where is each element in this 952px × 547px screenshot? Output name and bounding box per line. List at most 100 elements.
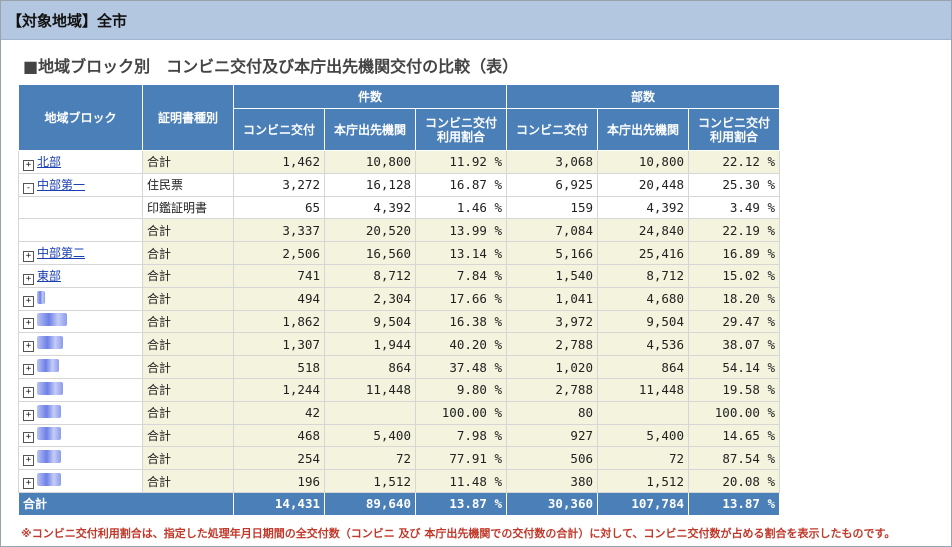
office-copies-cell: 4,680: [597, 286, 689, 311]
office-count-cell: 1,512: [324, 469, 416, 493]
table-row: + 中部第二 合計 2,506 16,560 13.14 % 5,166 25,416 16.8…: [18, 241, 780, 265]
office-count-cell: 8,712: [324, 263, 416, 288]
expand-icon[interactable]: +: [23, 159, 34, 171]
table-row: + 東部 合計 741 8,712 7.84 % 1,540 8,712 15.02 %: [18, 263, 780, 288]
group-header-copies: 部数: [506, 84, 780, 109]
section-title: ■地域ブロック別 コンビニ交付及び本庁出先機関交付の比較（表）: [23, 57, 519, 76]
office-copies-cell: [597, 400, 689, 425]
expand-icon[interactable]: +: [23, 409, 34, 421]
office-count-cell: 864: [324, 355, 416, 379]
certificate-type-cell: 合計: [142, 241, 234, 265]
region-link[interactable]: [37, 450, 61, 464]
expand-icon[interactable]: +: [23, 273, 34, 285]
conv-copies-cell: 3,068: [506, 150, 598, 174]
office-count-cell: 1,944: [324, 332, 416, 357]
region-link[interactable]: [37, 359, 59, 373]
office-copies-cell: 72: [597, 446, 689, 471]
expand-icon[interactable]: +: [23, 341, 34, 353]
rate-count-cell: 16.38 %: [415, 309, 507, 334]
table-row: + 合計 518 864 37.48 % 1,020 864 54.14 %: [18, 355, 780, 379]
collapse-icon[interactable]: -: [23, 182, 34, 194]
office-copies-cell: 9,504: [597, 309, 689, 334]
table-row: 印鑑証明書 65 4,392 1.46 % 159 4,392 3.49 %: [18, 195, 780, 220]
office-copies-cell: 24,840: [597, 218, 689, 243]
total-office-count: 89,640: [324, 491, 416, 516]
region-link[interactable]: [37, 313, 67, 327]
conv-copies-cell: 7,084: [506, 218, 598, 243]
office-count-cell: 11,448: [324, 377, 416, 402]
expand-icon[interactable]: +: [23, 318, 34, 330]
office-copies-cell: 864: [597, 355, 689, 379]
rate-count-cell: 7.84 %: [415, 263, 507, 288]
conv-count-cell: 254: [233, 446, 325, 471]
page-title: 【対象地域】全市: [7, 11, 128, 30]
rate-copies-cell: 3.49 %: [688, 195, 780, 220]
rate-copies-cell: 15.02 %: [688, 263, 780, 288]
conv-count-cell: 3,337: [233, 218, 325, 243]
rate-count-cell: 13.14 %: [415, 241, 507, 265]
table-row: 合計 3,337 20,520 13.99 % 7,084 24,840 22.19 %: [18, 218, 780, 243]
expand-icon[interactable]: +: [23, 432, 34, 444]
region-link[interactable]: [37, 290, 45, 305]
office-count-cell: [324, 400, 416, 425]
total-rate-count: 13.87 %: [415, 491, 507, 516]
conv-count-cell: 518: [233, 355, 325, 379]
region-link[interactable]: 中部第二: [37, 246, 86, 261]
total-label: 合計: [18, 491, 234, 516]
certificate-type-cell: 合計: [142, 355, 234, 379]
col-header-office-count: 本庁出先機関: [324, 108, 416, 151]
table-row: + 合計 196 1,512 11.48 % 380 1,512 20.08 %: [18, 469, 780, 493]
certificate-type-cell: 印鑑証明書: [142, 195, 234, 220]
col-header-conv-count: コンビニ交付: [233, 108, 325, 151]
expand-icon[interactable]: +: [23, 364, 34, 376]
certificate-type-cell: 合計: [142, 263, 234, 288]
redacted-region-name: [37, 381, 63, 395]
expand-icon[interactable]: +: [23, 455, 34, 467]
region-link[interactable]: [37, 381, 63, 396]
region-cell: [18, 195, 143, 220]
region-link[interactable]: [37, 404, 61, 419]
conv-count-cell: 2,506: [233, 241, 325, 265]
rate-count-cell: 77.91 %: [415, 446, 507, 471]
total-rate-copies: 13.87 %: [688, 491, 780, 516]
rate-count-cell: 40.20 %: [415, 332, 507, 357]
expand-icon[interactable]: +: [23, 251, 34, 263]
region-link[interactable]: 中部第一: [37, 177, 86, 192]
rate-copies-cell: 87.54 %: [688, 446, 780, 471]
total-conv-copies: 30,360: [506, 491, 598, 516]
conv-copies-cell: 159: [506, 195, 598, 220]
rate-count-cell: 13.99 %: [415, 218, 507, 243]
region-link[interactable]: 北部: [37, 154, 62, 169]
rate-copies-cell: 29.47 %: [688, 309, 780, 334]
region-cell: + 北部: [18, 150, 143, 174]
expand-icon[interactable]: +: [23, 295, 34, 307]
certificate-type-cell: 合計: [142, 469, 234, 493]
rate-count-cell: 100.00 %: [415, 400, 507, 425]
col-header-conv-copies: コンビニ交付: [506, 108, 598, 151]
office-count-cell: 72: [324, 446, 416, 471]
table-row: + 合計 1,307 1,944 40.20 % 2,788 4,536 38.07 %: [18, 332, 780, 357]
redacted-region-name: [37, 336, 63, 350]
expand-icon[interactable]: +: [23, 478, 34, 490]
rate-copies-cell: 20.08 %: [688, 469, 780, 493]
office-count-cell: 16,560: [324, 241, 416, 265]
rate-count-cell: 11.92 %: [415, 150, 507, 174]
expand-icon[interactable]: +: [23, 386, 34, 398]
region-link[interactable]: [37, 336, 63, 350]
conv-copies-cell: 6,925: [506, 172, 598, 197]
conv-copies-cell: 5,166: [506, 241, 598, 265]
conv-count-cell: 42: [233, 400, 325, 425]
rate-copies-cell: 22.19 %: [688, 218, 780, 243]
conv-copies-cell: 1,540: [506, 263, 598, 288]
table-row: + 合計 254 72 77.91 % 506 72 87.54 %: [18, 446, 780, 471]
office-count-cell: 5,400: [324, 423, 416, 448]
region-link[interactable]: [37, 427, 61, 441]
conv-copies-cell: 2,788: [506, 332, 598, 357]
rate-count-cell: 7.98 %: [415, 423, 507, 448]
region-cell: +: [18, 332, 143, 357]
region-link[interactable]: [37, 473, 61, 487]
region-link[interactable]: 東部: [37, 268, 62, 283]
conv-count-cell: 494: [233, 286, 325, 311]
redacted-region-name: [37, 359, 59, 373]
